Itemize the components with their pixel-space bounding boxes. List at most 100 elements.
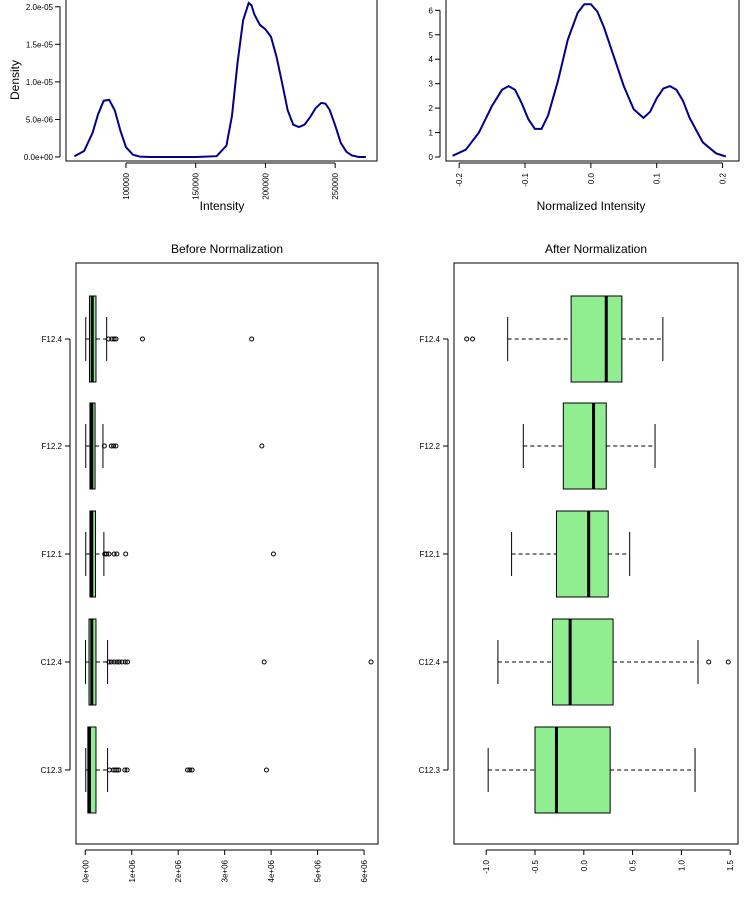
y-tick-label: F12.2: [42, 442, 63, 451]
outlier-point: [706, 659, 712, 665]
x-tick-label: -0.5: [531, 859, 540, 873]
y-tick-label: 6: [429, 6, 434, 15]
density-panel-raw: 100000 150000 200000 250000 0.0e+00 5.0e-06 1…: [8, 0, 378, 213]
outlier-point: [187, 767, 193, 773]
density-curve-normalized: [452, 3, 727, 158]
boxes: [464, 295, 731, 814]
outlier-point: [185, 767, 191, 773]
y-tick-label: 5.0e-06: [26, 115, 54, 124]
outlier-point: [114, 551, 120, 557]
outlier-point: [259, 443, 265, 449]
outlier-point: [108, 659, 114, 665]
box-F12.2: [522, 402, 656, 490]
outlier-point: [104, 551, 110, 557]
outlier-point: [114, 659, 120, 665]
iqr-box: [555, 510, 609, 598]
plot-frame: [75, 262, 379, 845]
plot-frame: [453, 262, 739, 845]
y-tick-label: 2.0e-05: [26, 3, 54, 12]
x-axis: -1.0 -0.5 0.0 0.5 1.0 1.5: [482, 849, 735, 874]
iqr-box: [552, 618, 614, 706]
boxplot-panel-after: After Normalization -1.0 -0.5 0.0 0.5 1.0 1.5…: [419, 242, 739, 874]
x-axis-label: Intensity: [200, 199, 245, 213]
box-C12.4: [497, 618, 731, 706]
outlier-point: [113, 336, 119, 342]
y-tick-label: C12.3: [41, 766, 63, 775]
x-axis: -0.2 -0.1 0.0 0.1 0.2: [455, 162, 728, 187]
iqr-box: [534, 726, 611, 814]
y-tick-label: F12.4: [42, 335, 63, 344]
chart-title: After Normalization: [545, 242, 647, 256]
outlier-point: [464, 336, 470, 342]
x-tick-label: 5e+06: [314, 859, 323, 882]
outlier-point: [111, 336, 117, 342]
x-axis: 100000 150000 200000 250000: [122, 162, 340, 200]
x-tick-label: 6e+06: [360, 859, 369, 882]
x-tick-label: 0e+00: [81, 859, 90, 882]
y-axis: 0 1 2 3 4 5 6: [429, 6, 441, 162]
x-tick-label: -1.0: [482, 859, 491, 873]
box-C12.4: [85, 618, 374, 706]
y-axis-label: Density: [8, 60, 22, 100]
iqr-box: [87, 726, 97, 814]
x-tick-label: 250000: [331, 172, 340, 199]
x-tick-label: 200000: [261, 172, 270, 199]
outlier-point: [111, 443, 117, 449]
y-tick-label: 4: [429, 55, 434, 64]
density-curve-raw: [73, 1, 366, 158]
outlier-point: [122, 767, 128, 773]
outlier-point: [116, 659, 122, 665]
plot-frame: [445, 0, 740, 162]
y-tick-label: 2: [429, 104, 434, 113]
outlier-point: [368, 659, 374, 665]
y-tick-label: 1: [429, 129, 434, 138]
outlier-point: [114, 767, 120, 773]
x-axis: 0e+00 1e+06 2e+06 3e+06 4e+06 5e+06 6e+06: [81, 849, 369, 882]
box-F12.1: [511, 510, 631, 598]
y-tick-label: F12.4: [420, 335, 441, 344]
outlier-point: [113, 443, 119, 449]
outlier-point: [111, 551, 117, 557]
y-tick-label: 5: [429, 31, 434, 40]
x-tick-label: 0.2: [719, 172, 728, 184]
box-C12.3: [85, 726, 269, 814]
outlier-point: [270, 551, 276, 557]
x-tick-label: 0.5: [629, 859, 638, 871]
y-tick-label: 1.5e-05: [26, 40, 54, 49]
y-tick-label: F12.1: [420, 550, 441, 559]
outlier-point: [101, 443, 107, 449]
outlier-point: [111, 659, 117, 665]
outlier-point: [725, 659, 731, 665]
y-tick-label: 0: [429, 153, 434, 162]
x-tick-label: -0.1: [521, 172, 530, 186]
x-tick-label: 0.0: [587, 172, 596, 184]
box-C12.3: [487, 726, 696, 814]
outlier-point: [106, 659, 112, 665]
outlier-point: [261, 659, 267, 665]
boxplot-panel-before: Before Normalization 0e+00 1e+06 2e+06 3e+0…: [41, 242, 379, 882]
y-axis: C12.3 C12.4 F12.1 F12.2 F12.4: [41, 335, 71, 775]
y-tick-label: C12.4: [419, 658, 441, 667]
x-tick-label: 3e+06: [221, 859, 230, 882]
box-F12.4: [464, 295, 664, 383]
outlier-point: [470, 336, 476, 342]
outlier-point: [119, 659, 125, 665]
y-axis: 0.0e+00 5.0e-06 1.0e-05 1.5e-05 2.0e-05: [24, 3, 61, 162]
chart-title: Before Normalization: [171, 242, 283, 256]
x-tick-label: 1e+06: [128, 859, 137, 882]
x-tick-label: -0.2: [455, 172, 464, 186]
boxes: [85, 295, 374, 814]
iqr-box: [570, 295, 623, 383]
box-F12.1: [85, 510, 276, 598]
outlier-point: [116, 767, 122, 773]
y-tick-label: F12.1: [42, 550, 63, 559]
y-tick-label: 0.0e+00: [24, 153, 54, 162]
outlier-point: [263, 767, 269, 773]
y-tick-label: 1.0e-05: [26, 78, 54, 87]
y-axis: C12.3 C12.4 F12.1 F12.2 F12.4: [419, 335, 449, 775]
x-tick-label: 150000: [192, 172, 201, 199]
x-tick-label: 1.5: [726, 859, 735, 871]
x-axis-label: Normalized Intensity: [537, 199, 646, 213]
iqr-box: [562, 402, 607, 490]
